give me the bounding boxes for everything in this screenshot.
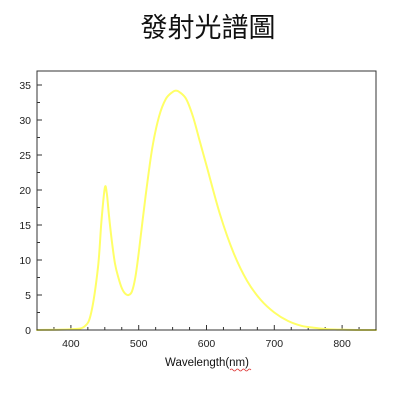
y-tick-label: 10: [19, 255, 31, 267]
y-tick-label: 20: [19, 185, 31, 197]
series-line: [36, 89, 377, 332]
x-axis-label: Wavelength(nm): [165, 357, 249, 369]
y-tick-label: 35: [19, 80, 31, 92]
x-tick-label: 400: [62, 338, 80, 350]
y-tick-label: 5: [25, 290, 31, 302]
plot-frame: [36, 70, 377, 331]
x-tick-label: 500: [130, 338, 148, 350]
y-tick-label: 30: [19, 115, 31, 127]
chart-title: 發射光譜圖: [141, 13, 276, 44]
x-tick-label: 700: [266, 338, 284, 350]
spellcheck-underline: [229, 368, 252, 372]
axis-ticks: 400 500 600 700 800 0 5 10 15 20 25 30 35: [19, 80, 377, 350]
y-tick-label: 25: [19, 150, 31, 162]
x-tick-label: 600: [198, 338, 216, 350]
x-tick-label: 800: [333, 338, 351, 350]
y-tick-label: 15: [19, 220, 31, 232]
y-tick-label: 0: [25, 325, 31, 337]
